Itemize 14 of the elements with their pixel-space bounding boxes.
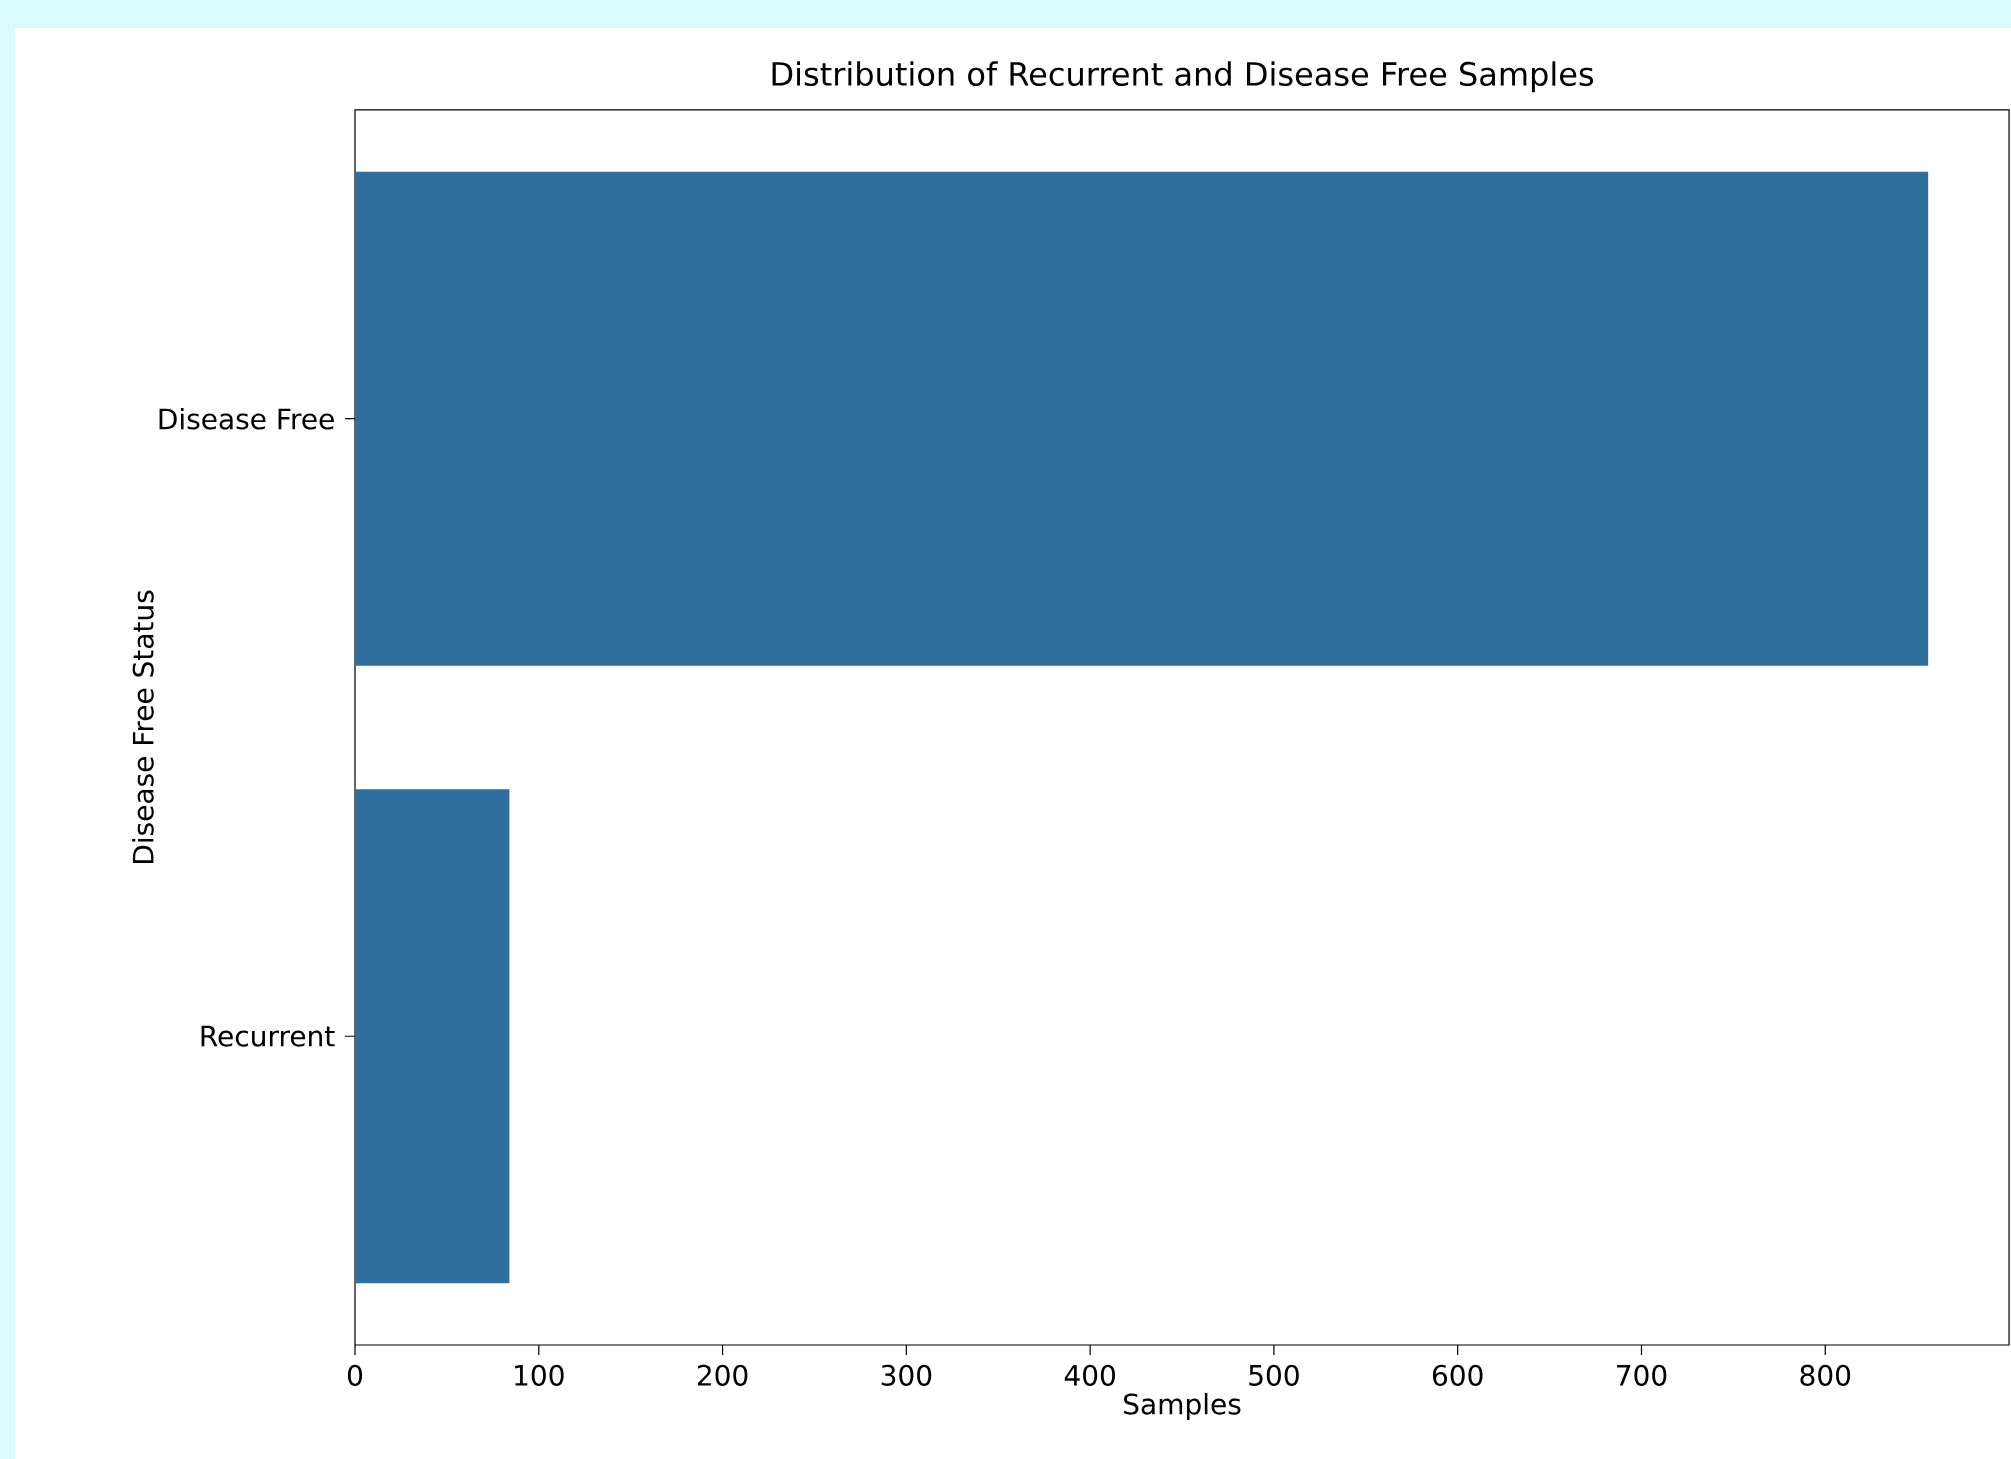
chart-title: Distribution of Recurrent and Disease Free Samples: [772, 61, 1594, 93]
y-tick-label: Disease Free: [159, 407, 334, 430]
x-tick-label: 600: [1432, 1364, 1483, 1386]
x-tick-label: 500: [1249, 1364, 1299, 1386]
x-tick-label: 700: [1617, 1364, 1667, 1386]
x-tick-label: 200: [697, 1364, 748, 1386]
y-axis-title: Disease Free Status: [132, 590, 154, 864]
x-tick-label: 0: [347, 1364, 363, 1386]
x-axis-title: Samples: [1124, 1392, 1241, 1421]
x-tick-label: 800: [1800, 1364, 1851, 1386]
y-tick-label: Recurrent: [201, 1025, 335, 1047]
x-tick-label: 100: [515, 1364, 564, 1386]
x-tick-label: 400: [1064, 1364, 1115, 1386]
x-tick-label: 300: [881, 1364, 932, 1386]
